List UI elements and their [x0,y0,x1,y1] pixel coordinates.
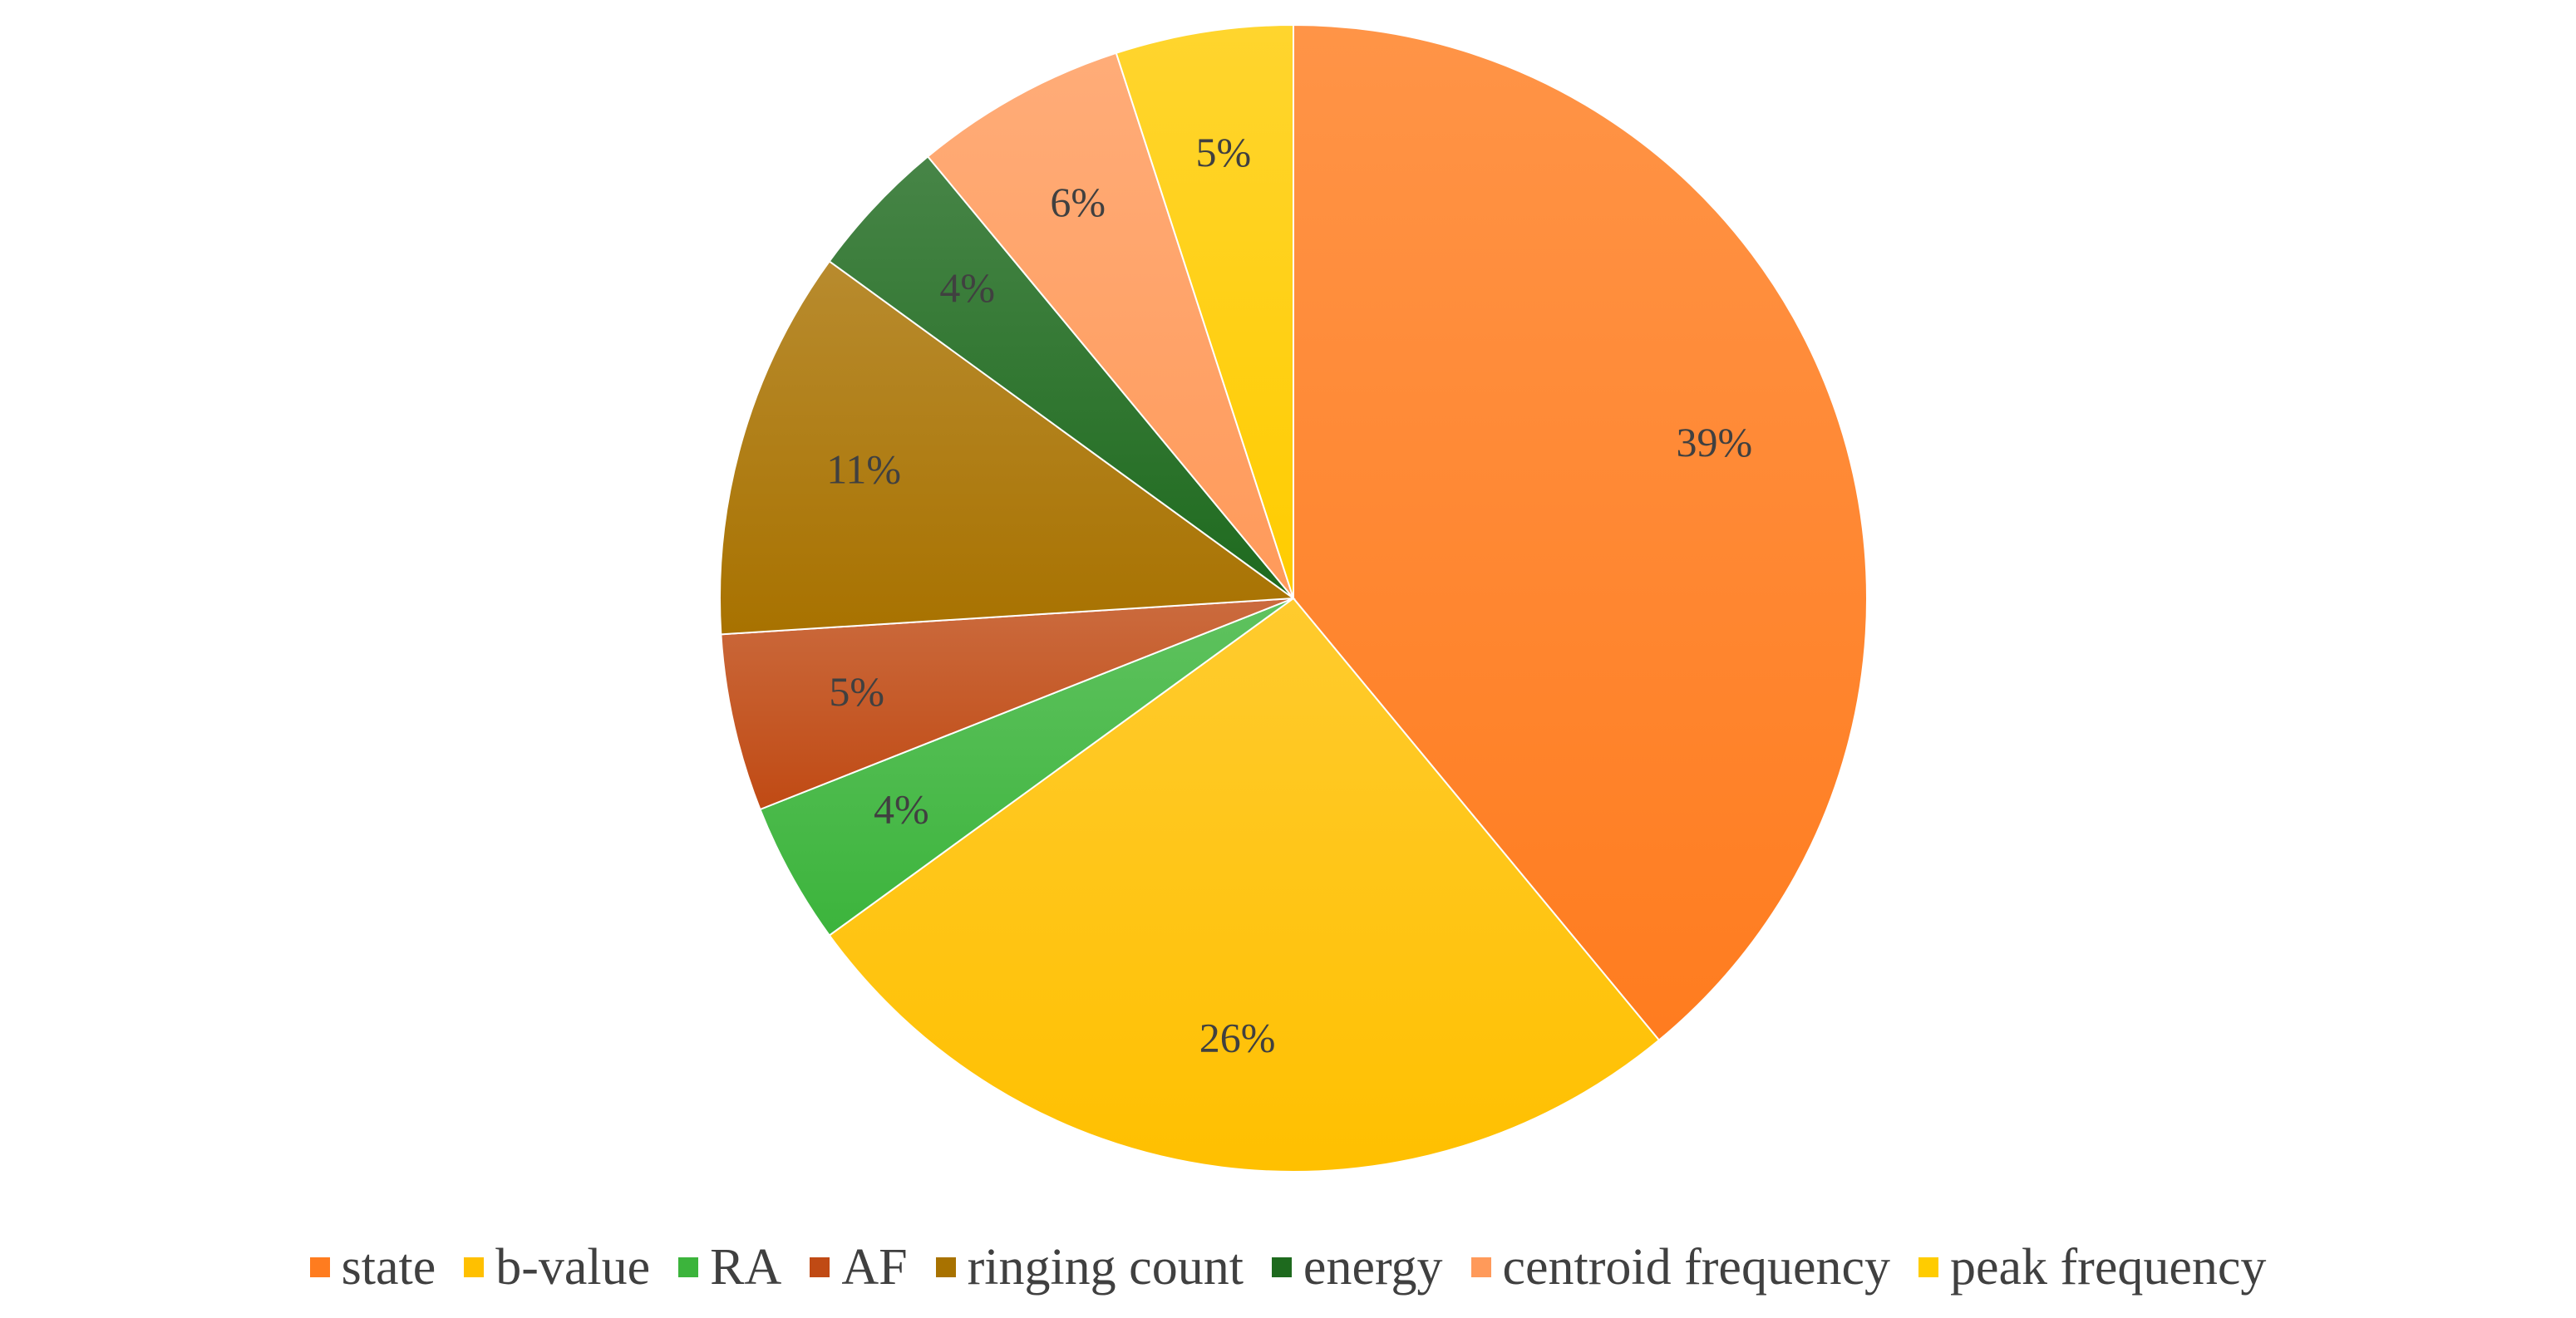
legend-label-centroid-frequency: centroid frequency [1502,1238,1890,1296]
data-label-state: 39% [1677,419,1753,465]
legend-item-ra: RA [678,1238,781,1297]
legend-label-af: AF [841,1238,908,1296]
legend-swatch-centroid-frequency [1470,1257,1491,1277]
legend-item-peak-frequency: peak frequency [1918,1238,2266,1297]
legend-swatch-state [309,1257,330,1277]
legend-item-b-value: b-value [464,1238,650,1297]
legend-swatch-peak-frequency [1918,1257,1938,1277]
legend-swatch-af [810,1257,830,1277]
pie-slice-state [1293,23,1868,1042]
data-label-energy: 4% [939,264,995,311]
legend-label-peak-frequency: peak frequency [1949,1238,2267,1296]
legend-label-energy: energy [1303,1238,1443,1296]
pie-slice-b-value [828,597,1661,1173]
legend-swatch-energy [1271,1257,1292,1277]
data-label-af: 5% [829,668,884,715]
data-label-ra: 4% [874,786,929,833]
legend-swatch-ra [678,1257,699,1277]
pie-slice-af [720,598,1294,811]
pie-slice-peak-frequency [1115,23,1294,599]
legend-item-af: AF [810,1238,908,1297]
legend: state b-value RA AF ringing count energy centr… [0,1230,2576,1305]
legend-swatch-b-value [464,1257,485,1277]
legend-item-state: state [309,1238,436,1297]
pie-data-labels: 39% 26% 4% 5% 11% 4% 6% 5% [826,129,1752,1061]
legend-item-ringing-count: ringing count [935,1238,1244,1297]
pie-slices [719,23,1868,1173]
data-label-ringing-count: 11% [826,445,901,492]
data-label-peak-frequency: 5% [1195,129,1251,175]
data-label-centroid-frequency: 6% [1050,179,1106,225]
legend-item-centroid-frequency: centroid frequency [1470,1238,1890,1297]
legend-label-state: state [341,1238,436,1296]
legend-label-b-value: b-value [495,1238,651,1296]
pie-slice-ringing-count [719,260,1296,636]
pie-slice-centroid-frequency [926,52,1294,599]
legend-item-energy: energy [1271,1238,1443,1297]
legend-label-ra: RA [710,1238,782,1296]
legend-label-ringing-count: ringing count [967,1238,1244,1296]
legend-swatch-ringing-count [935,1257,956,1277]
data-label-b-value: 26% [1199,1014,1276,1060]
